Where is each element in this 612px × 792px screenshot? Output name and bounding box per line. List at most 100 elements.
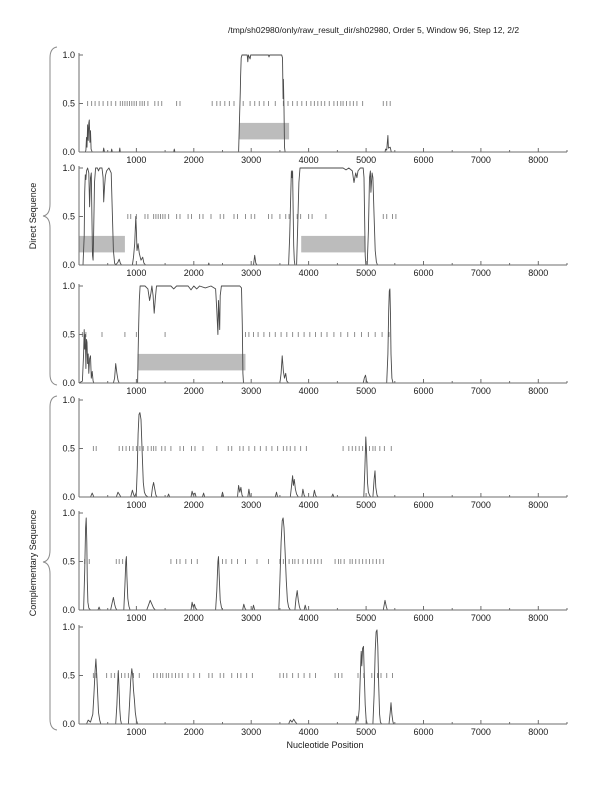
svg-text:3000: 3000 xyxy=(241,727,261,737)
svg-text:5000: 5000 xyxy=(356,727,376,737)
coding-regions xyxy=(239,122,290,140)
svg-text:1000: 1000 xyxy=(126,727,146,737)
svg-text:0.0: 0.0 xyxy=(62,719,75,729)
svg-text:8000: 8000 xyxy=(528,727,548,737)
svg-text:8000: 8000 xyxy=(528,268,548,278)
panel-complementary-frame-2: 0.0 0.5 1.0 1000 2000 3000 4000 5000 6000 7000 800… xyxy=(62,508,568,623)
svg-text:6000: 6000 xyxy=(413,613,433,623)
svg-text:1.0: 1.0 xyxy=(62,622,75,632)
svg-text:4000: 4000 xyxy=(299,268,319,278)
svg-text:2000: 2000 xyxy=(184,386,204,396)
svg-text:5000: 5000 xyxy=(356,613,376,623)
codon-marks xyxy=(92,446,392,451)
svg-text:1.0: 1.0 xyxy=(62,163,75,173)
codon-marks xyxy=(84,559,384,564)
x-axis-title: Nucleotide Position xyxy=(286,740,364,750)
svg-text:1000: 1000 xyxy=(126,613,146,623)
svg-text:2000: 2000 xyxy=(184,268,204,278)
svg-text:4000: 4000 xyxy=(299,500,319,510)
svg-text:1.0: 1.0 xyxy=(62,50,75,60)
svg-text:0.5: 0.5 xyxy=(62,671,75,681)
svg-text:0.0: 0.0 xyxy=(62,260,75,270)
svg-text:8000: 8000 xyxy=(528,155,548,165)
svg-text:3000: 3000 xyxy=(241,155,261,165)
svg-text:0.5: 0.5 xyxy=(62,444,75,454)
direct-sequence-label: Direct Sequence xyxy=(28,182,38,250)
svg-text:1000: 1000 xyxy=(126,386,146,396)
svg-text:0.0: 0.0 xyxy=(62,605,75,615)
probability-curve xyxy=(79,54,567,153)
tick-labels: 0.0 0.5 1.0 1000 2000 3000 4000 5000 6000 7000 800… xyxy=(62,281,548,396)
svg-text:4000: 4000 xyxy=(299,727,319,737)
svg-text:2000: 2000 xyxy=(184,727,204,737)
tick-labels: 0.0 0.5 1.0 1000 2000 3000 4000 5000 6000 7000 800… xyxy=(62,50,548,165)
probability-curve xyxy=(79,629,567,725)
codon-marks xyxy=(81,332,390,337)
svg-text:4000: 4000 xyxy=(299,386,319,396)
svg-text:7000: 7000 xyxy=(471,268,491,278)
svg-text:2000: 2000 xyxy=(184,613,204,623)
svg-text:1.0: 1.0 xyxy=(62,281,75,291)
svg-text:6000: 6000 xyxy=(413,500,433,510)
svg-text:6000: 6000 xyxy=(413,155,433,165)
axes xyxy=(78,625,568,725)
svg-text:5000: 5000 xyxy=(356,500,376,510)
svg-text:2000: 2000 xyxy=(184,500,204,510)
svg-text:0.5: 0.5 xyxy=(62,99,75,109)
svg-text:7000: 7000 xyxy=(471,500,491,510)
tick-labels: 0.0 0.5 1.0 1000 2000 3000 4000 5000 6000 7000 800… xyxy=(62,395,548,510)
svg-text:8000: 8000 xyxy=(528,386,548,396)
svg-text:3000: 3000 xyxy=(241,613,261,623)
panel-direct-frame-2: 0.0 0.5 1.0 1000 2000 3000 4000 5000 6000 7000 800… xyxy=(62,163,568,278)
svg-text:4000: 4000 xyxy=(299,155,319,165)
axes xyxy=(78,511,568,611)
svg-text:6000: 6000 xyxy=(413,386,433,396)
svg-text:3000: 3000 xyxy=(241,500,261,510)
svg-text:5000: 5000 xyxy=(356,155,376,165)
svg-text:6000: 6000 xyxy=(413,727,433,737)
svg-text:8000: 8000 xyxy=(528,500,548,510)
complementary-group-brace xyxy=(42,395,58,731)
axes xyxy=(78,166,568,266)
panel-direct-frame-1: 0.0 0.5 1.0 1000 2000 3000 4000 5000 6000 7000 800… xyxy=(62,50,568,165)
codon-marks xyxy=(92,673,393,678)
axes xyxy=(78,53,568,153)
svg-text:3000: 3000 xyxy=(241,386,261,396)
coding-regions xyxy=(137,353,246,371)
svg-text:1000: 1000 xyxy=(126,155,146,165)
svg-text:0.5: 0.5 xyxy=(62,212,75,222)
probability-curve xyxy=(78,285,567,384)
complementary-sequence-label: Complementary Sequence xyxy=(28,509,38,617)
svg-text:7000: 7000 xyxy=(471,613,491,623)
codon-marks xyxy=(87,101,391,106)
svg-text:6000: 6000 xyxy=(413,268,433,278)
svg-text:1.0: 1.0 xyxy=(62,395,75,405)
svg-text:1000: 1000 xyxy=(126,268,146,278)
probability-curve xyxy=(79,517,567,611)
svg-text:0.0: 0.0 xyxy=(62,147,75,157)
axes xyxy=(78,398,568,498)
tick-labels: 0.0 0.5 1.0 1000 2000 3000 4000 5000 6000 7000 800… xyxy=(62,622,548,737)
tick-labels: 0.0 0.5 1.0 1000 2000 3000 4000 5000 6000 7000 800… xyxy=(62,163,548,278)
svg-text:8000: 8000 xyxy=(528,613,548,623)
svg-text:0.5: 0.5 xyxy=(62,330,75,340)
codon-marks xyxy=(127,214,397,219)
panel-complementary-frame-3: 0.0 0.5 1.0 1000 2000 3000 4000 5000 6000 7000 800… xyxy=(62,622,568,737)
coding-regions xyxy=(79,235,366,253)
panel-complementary-frame-1: 0.0 0.5 1.0 1000 2000 3000 4000 5000 6000 7000 800… xyxy=(62,395,568,510)
panel-direct-frame-3: 0.0 0.5 1.0 1000 2000 3000 4000 5000 6000 7000 800… xyxy=(62,281,568,396)
svg-text:0.0: 0.0 xyxy=(62,378,75,388)
svg-text:0.5: 0.5 xyxy=(62,557,75,567)
svg-text:7000: 7000 xyxy=(471,155,491,165)
svg-text:3000: 3000 xyxy=(241,268,261,278)
axes xyxy=(78,284,568,384)
svg-text:5000: 5000 xyxy=(356,386,376,396)
plot-title: /tmp/sh02980/only/raw_result_dir/sh02980… xyxy=(228,25,520,35)
direct-group-brace xyxy=(42,46,58,386)
svg-text:4000: 4000 xyxy=(299,613,319,623)
svg-text:2000: 2000 xyxy=(184,155,204,165)
probability-curve xyxy=(79,412,567,498)
svg-text:1.0: 1.0 xyxy=(62,508,75,518)
